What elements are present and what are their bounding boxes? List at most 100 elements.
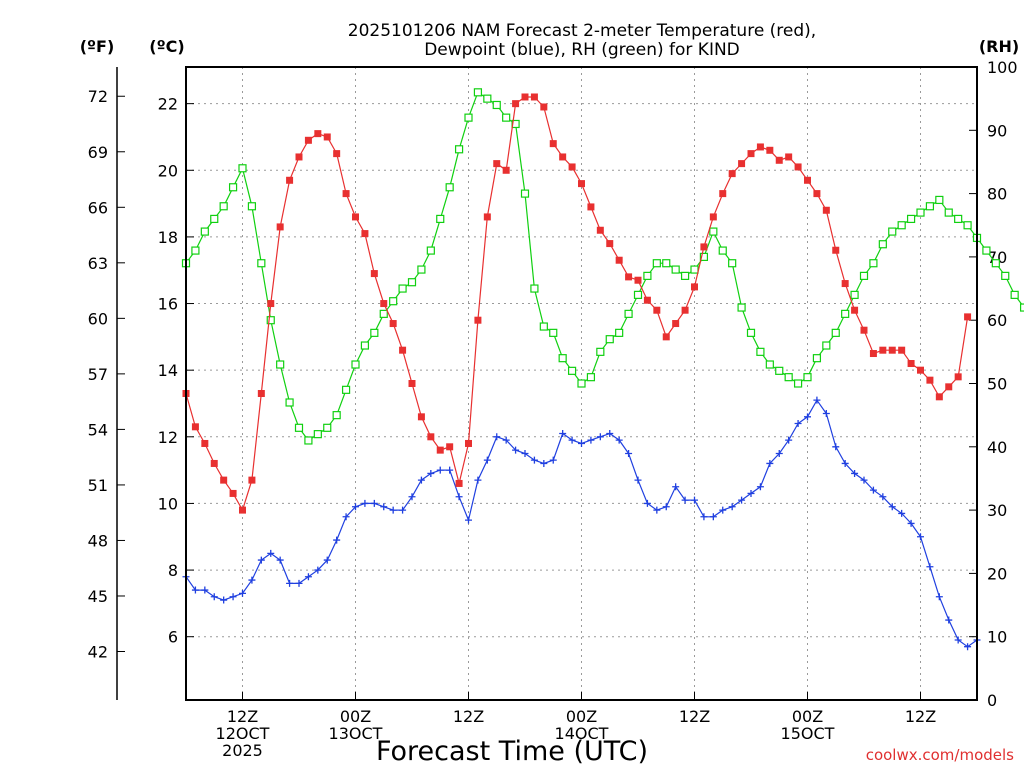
rh-point	[230, 184, 237, 191]
rh-point	[409, 279, 416, 286]
x-tick-label: 2025	[222, 741, 263, 760]
dewpoint-point	[371, 500, 378, 507]
credit-label: coolwx.com/models	[866, 746, 1014, 764]
rh-tick-label: 20	[987, 564, 1007, 583]
rh-tick-label: 60	[987, 311, 1007, 330]
rh-point	[908, 215, 915, 222]
temperature-point	[898, 347, 905, 354]
temperature-point	[201, 440, 208, 447]
x-tick-label: 12Z	[453, 707, 484, 726]
rh-point	[917, 209, 924, 216]
temperature-point	[333, 150, 340, 157]
dewpoint-point	[550, 457, 557, 464]
temperature-point	[644, 297, 651, 304]
rh-point	[842, 310, 849, 317]
c-tick-label: 16	[158, 295, 178, 314]
temperature-point	[258, 390, 265, 397]
rh-line	[186, 92, 1024, 440]
temperature-point	[653, 307, 660, 314]
temperature-point	[851, 307, 858, 314]
dewpoint-point	[361, 500, 368, 507]
rh-point	[305, 437, 312, 444]
temperature-point	[587, 203, 594, 210]
temperature-point	[785, 153, 792, 160]
temperature-point	[804, 177, 811, 184]
dewpoint-point	[700, 513, 707, 520]
temperature-point	[418, 413, 425, 420]
temperature-point	[409, 380, 416, 387]
rh-point	[757, 348, 764, 355]
f-tick-label: 42	[88, 643, 108, 662]
rh-point	[926, 203, 933, 210]
temperature-point	[738, 160, 745, 167]
rh-point	[456, 146, 463, 153]
rh-point	[870, 260, 877, 267]
f-tick-label: 66	[88, 198, 108, 217]
temperature-point	[361, 230, 368, 237]
temperature-point	[531, 93, 538, 100]
temperature-point	[559, 153, 566, 160]
temperature-point	[267, 300, 274, 307]
temperature-point	[917, 367, 924, 374]
rh-point	[390, 298, 397, 305]
chart-title-line2: Dewpoint (blue), RH (green) for KIND	[424, 40, 740, 60]
f-tick-label: 54	[88, 420, 108, 439]
dewpoint-point	[220, 597, 227, 604]
temperature-point	[616, 257, 623, 264]
rh-point	[248, 203, 255, 210]
c-tick-label: 12	[158, 428, 178, 447]
f-tick-label: 51	[88, 476, 108, 495]
units-c-label: (ºC)	[149, 37, 184, 56]
temperature-point	[672, 320, 679, 327]
rh-point	[361, 342, 368, 349]
dewpoint-point	[390, 507, 397, 514]
rh-point	[503, 114, 510, 121]
temperature-point	[635, 277, 642, 284]
c-tick-label: 8	[168, 561, 178, 580]
x-tick-label: 12Z	[905, 707, 936, 726]
dewpoint-point	[682, 497, 689, 504]
temperature-point	[729, 170, 736, 177]
rh-tick-label: 40	[987, 438, 1007, 457]
rh-point	[399, 285, 406, 292]
rh-point	[832, 329, 839, 336]
rh-tick-label: 10	[987, 628, 1007, 647]
rh-point	[729, 260, 736, 267]
rh-point	[474, 89, 481, 96]
dewpoint-point	[409, 493, 416, 500]
temperature-point	[625, 273, 632, 280]
temperature-point	[606, 240, 613, 247]
axes: 6810121416182022424548515457606366697201…	[88, 58, 1018, 760]
dewpoint-point	[446, 467, 453, 474]
rh-point	[851, 291, 858, 298]
dewpoint-point	[729, 503, 736, 510]
c-tick-label: 10	[158, 494, 178, 513]
rh-point	[484, 95, 491, 102]
rh-point	[682, 272, 689, 279]
c-tick-label: 14	[158, 361, 178, 380]
rh-point	[277, 361, 284, 368]
temperature-point	[926, 377, 933, 384]
temperature-point	[512, 100, 519, 107]
series-layer	[183, 67, 1024, 700]
rh-point	[983, 247, 990, 254]
temperature-point	[465, 440, 472, 447]
chart-title-line1: 2025101206 NAM Forecast 2-meter Temperat…	[348, 21, 816, 41]
temperature-point	[456, 480, 463, 487]
rh-point	[795, 380, 802, 387]
dewpoint-point	[813, 397, 820, 404]
f-tick-label: 45	[88, 587, 108, 606]
temperature-point	[936, 393, 943, 400]
f-tick-label: 57	[88, 365, 108, 384]
rh-point	[644, 272, 651, 279]
rh-point	[201, 228, 208, 235]
temperature-point	[691, 283, 698, 290]
rh-point	[1011, 291, 1018, 298]
temperature-point	[239, 507, 246, 514]
temperature-point	[540, 103, 547, 110]
c-tick-label: 22	[158, 95, 178, 114]
x-axis-label: Forecast Time (UTC)	[376, 736, 648, 767]
rh-point	[955, 215, 962, 222]
x-tick-label: 12Z	[679, 707, 710, 726]
dewpoint-point	[484, 457, 491, 464]
